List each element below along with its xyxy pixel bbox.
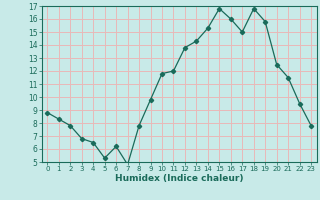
X-axis label: Humidex (Indice chaleur): Humidex (Indice chaleur) (115, 174, 244, 183)
